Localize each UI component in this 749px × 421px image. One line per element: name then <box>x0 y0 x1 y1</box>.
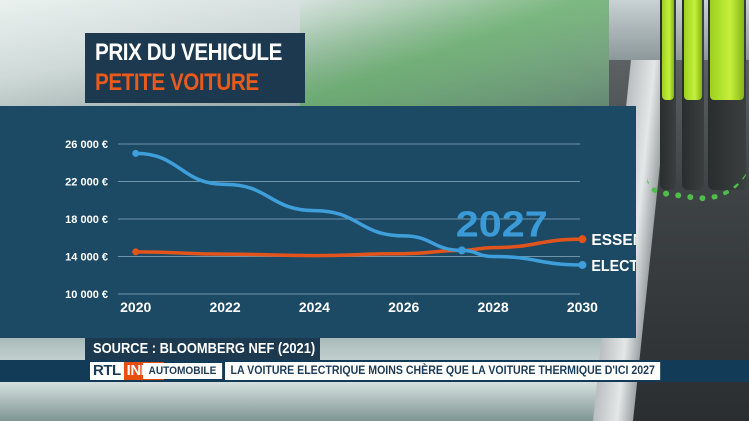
charging-station <box>708 0 746 190</box>
car-green-accent <box>300 0 630 110</box>
source-text: SOURCE : BLOOMBERG NEF (2021) <box>93 340 316 357</box>
crossing-point <box>457 246 466 255</box>
series-line-essence <box>133 237 585 258</box>
title-line-2: PETITE VOITURE <box>95 69 259 96</box>
x-tick-label: 2028 <box>477 299 508 315</box>
line-chart: 10 000 € 14 000 € 18 000 € 22 000 € 26 000 €… <box>65 139 636 315</box>
data-point <box>578 260 587 269</box>
series-line-electrique <box>133 151 585 267</box>
y-tick-label: 26 000 € <box>65 139 108 151</box>
headline-text: LA VOITURE ELECTRIQUE MOINS CHÈRE QUE LA… <box>225 362 661 380</box>
data-point <box>132 248 140 256</box>
title-box: PRIX DU VEHICULE PETITE VOITURE <box>85 33 305 103</box>
y-tick-label: 10 000 € <box>65 289 108 301</box>
x-tick-label: 2020 <box>120 299 151 315</box>
annotation-2027: 2027 <box>456 203 548 244</box>
y-tick-label: 14 000 € <box>65 252 108 264</box>
chart-panel: 10 000 € 14 000 € 18 000 € 22 000 € 26 000 €… <box>0 106 636 338</box>
series-label-essence: ESSENCE <box>591 232 636 249</box>
charging-station <box>682 0 704 190</box>
x-tick-label: 2024 <box>299 299 330 315</box>
title-line-1: PRIX DU VEHICULE <box>95 39 282 66</box>
x-tick-label: 2022 <box>209 299 240 315</box>
y-tick-label: 18 000 € <box>65 214 108 226</box>
y-tick-label: 22 000 € <box>65 177 108 189</box>
data-point <box>578 235 587 244</box>
source-bar: SOURCE : BLOOMBERG NEF (2021) <box>85 338 320 360</box>
series-label-electrique: ELECTRIQUE <box>591 258 636 275</box>
x-tick-label: 2026 <box>388 299 419 315</box>
x-tick-label: 2030 <box>567 299 598 315</box>
charging-station <box>660 0 676 190</box>
logo-rtl: RTL <box>90 362 124 380</box>
category-badge: AUTOMOBILE <box>143 363 222 379</box>
data-point <box>132 149 140 157</box>
